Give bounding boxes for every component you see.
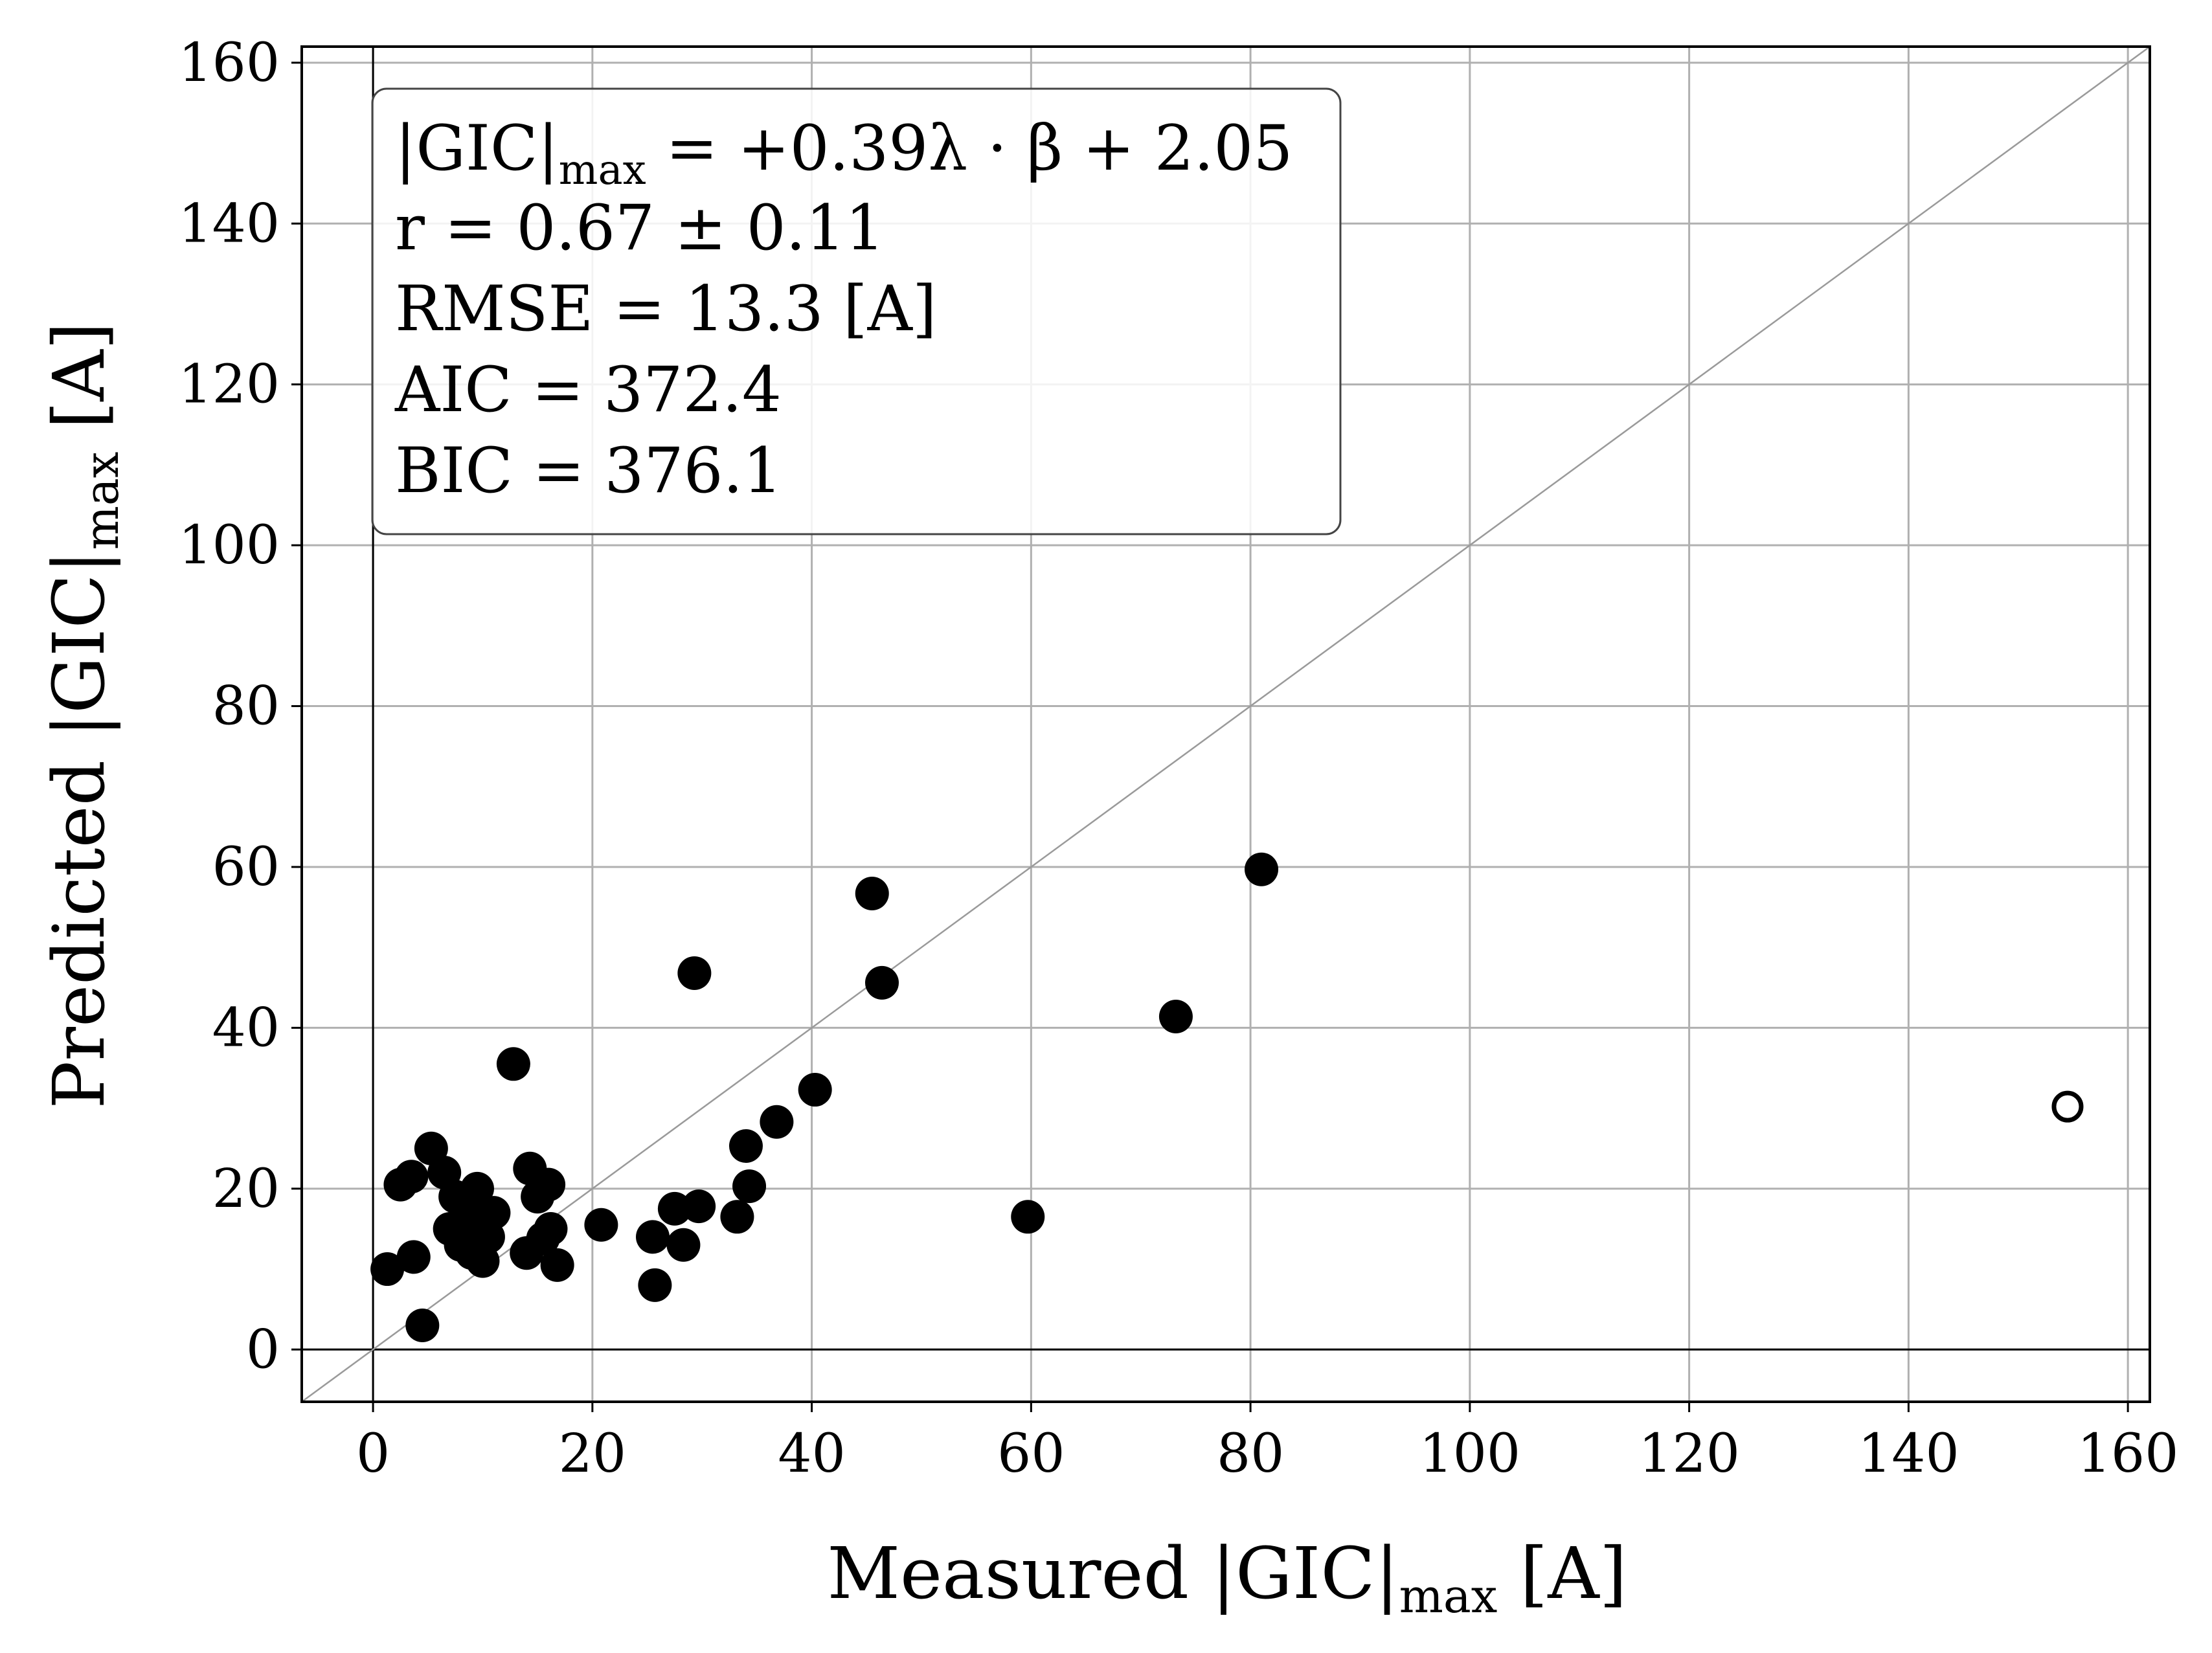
data-point bbox=[865, 965, 899, 1000]
x-tick-label: 20 bbox=[559, 1423, 626, 1485]
data-point bbox=[638, 1268, 672, 1302]
data-point bbox=[532, 1167, 566, 1202]
data-point bbox=[798, 1073, 832, 1107]
stats-annotation-box: |GIC|max = +0.39λ · β + 2.05 r = 0.67 ± … bbox=[371, 87, 1342, 535]
annotation-line-rmse: RMSE = 13.3 [A] bbox=[395, 273, 936, 345]
y-tick-label: 160 bbox=[178, 32, 280, 94]
y-tick-label: 140 bbox=[178, 193, 280, 254]
y-tick-label: 120 bbox=[178, 354, 280, 416]
data-point bbox=[460, 1171, 495, 1206]
plot-frame bbox=[300, 45, 2151, 1403]
data-point bbox=[732, 1169, 767, 1204]
x-tick-label: 160 bbox=[2077, 1423, 2179, 1485]
y-tick-label: 80 bbox=[212, 676, 280, 737]
data-point bbox=[760, 1105, 794, 1139]
data-point bbox=[728, 1129, 763, 1164]
x-tick-label: 40 bbox=[778, 1423, 845, 1485]
x-tick-label: 100 bbox=[1419, 1423, 1521, 1485]
y-tick-label: 20 bbox=[212, 1158, 280, 1220]
y-tick-label: 100 bbox=[178, 515, 280, 576]
data-points bbox=[370, 852, 2084, 1342]
x-tick-label: 140 bbox=[1858, 1423, 1959, 1485]
annotation-equation: |GIC|max = +0.39λ · β + 2.05 bbox=[395, 112, 1292, 194]
data-point bbox=[682, 1189, 716, 1224]
annotation-line-r: r = 0.67 ± 0.11 bbox=[395, 192, 885, 264]
data-point bbox=[370, 1252, 405, 1287]
annotation-line-aic: AIC = 372.4 bbox=[394, 354, 782, 426]
y-axis-label: Predicted |GIC|max [A] bbox=[38, 322, 129, 1108]
data-point bbox=[453, 1208, 487, 1242]
data-point bbox=[496, 1047, 530, 1081]
x-tick-label: 120 bbox=[1638, 1423, 1740, 1485]
data-point bbox=[1011, 1200, 1045, 1234]
data-point bbox=[855, 876, 889, 910]
x-axis-label: Measured |GIC|max [A] bbox=[827, 1532, 1627, 1623]
x-tick-label: 60 bbox=[997, 1423, 1065, 1485]
data-point bbox=[540, 1248, 574, 1282]
data-point bbox=[677, 956, 712, 990]
y-tick-label: 60 bbox=[212, 837, 280, 898]
data-point bbox=[666, 1228, 701, 1262]
data-point bbox=[636, 1220, 670, 1254]
y-tick-label: 40 bbox=[212, 997, 280, 1059]
reference-line-group bbox=[301, 45, 2150, 1403]
x-tick-label: 0 bbox=[356, 1423, 390, 1485]
data-point bbox=[396, 1240, 431, 1274]
annotation-box-frame bbox=[371, 87, 1342, 535]
outlier-point bbox=[2051, 1090, 2084, 1123]
data-point bbox=[584, 1208, 618, 1242]
data-point bbox=[720, 1200, 754, 1234]
data-point bbox=[1158, 1000, 1193, 1034]
data-point bbox=[394, 1160, 429, 1194]
y-tick-label: 0 bbox=[246, 1319, 280, 1380]
identity-reference-line bbox=[301, 45, 2150, 1403]
x-tick-label: 80 bbox=[1217, 1423, 1284, 1485]
y-axis-ticks: 0 20 40 60 80 100 120 140 160 bbox=[178, 32, 302, 1380]
data-point bbox=[534, 1211, 568, 1246]
data-point bbox=[1245, 852, 1279, 886]
data-point bbox=[405, 1308, 440, 1342]
x-axis-ticks: 0 20 40 60 80 100 120 140 160 bbox=[356, 1402, 2178, 1485]
annotation-line-bic: BIC = 376.1 bbox=[395, 434, 782, 507]
